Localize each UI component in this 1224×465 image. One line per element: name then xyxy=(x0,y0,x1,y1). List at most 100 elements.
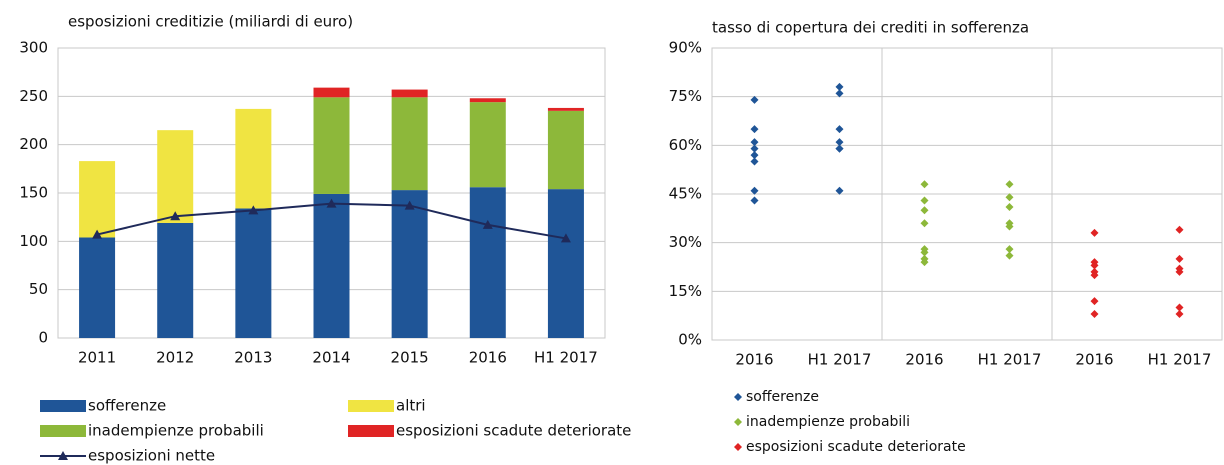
bar-segment xyxy=(469,102,506,188)
point xyxy=(1175,303,1184,312)
y-tick-label: 15% xyxy=(669,282,702,300)
bar-segment xyxy=(469,98,506,103)
point xyxy=(920,248,929,257)
point xyxy=(1175,254,1184,263)
bar-segment xyxy=(313,97,350,194)
bar-segment xyxy=(235,208,272,338)
point xyxy=(835,144,844,153)
legend-label: esposizioni nette xyxy=(88,447,215,465)
y-tick-label: 75% xyxy=(669,87,702,105)
x-tick-label: 2011 xyxy=(78,349,116,367)
legend-swatch xyxy=(58,451,68,460)
point xyxy=(1175,225,1184,234)
line-marker xyxy=(248,205,259,215)
x-tick-label: H1 2017 xyxy=(808,351,872,369)
point xyxy=(835,186,844,195)
line-marker xyxy=(326,198,337,208)
legend-label: sofferenze xyxy=(746,389,819,405)
point xyxy=(750,95,759,104)
point xyxy=(1005,222,1014,231)
point xyxy=(835,138,844,147)
point xyxy=(1005,202,1014,211)
legend-swatch xyxy=(40,400,86,412)
bar-segment xyxy=(157,130,194,223)
x-tick-label: 2012 xyxy=(156,349,194,367)
legend-swatch xyxy=(734,418,742,426)
point xyxy=(750,144,759,153)
bar-segment xyxy=(547,189,584,338)
legend-swatch xyxy=(348,425,394,437)
bar-segment xyxy=(391,97,428,191)
point xyxy=(1005,251,1014,260)
bar-segment xyxy=(547,107,584,111)
bar-segment xyxy=(313,193,350,338)
legend-label: esposizioni scadute deteriorate xyxy=(396,422,631,440)
x-tick-label: H1 2017 xyxy=(534,349,598,367)
legend-label: esposizioni scadute deteriorate xyxy=(746,439,966,455)
legend-swatch xyxy=(734,443,742,451)
legend-swatch xyxy=(348,400,394,412)
point xyxy=(835,89,844,98)
x-tick-label: H1 2017 xyxy=(978,351,1042,369)
bar-segment xyxy=(157,222,194,338)
x-tick-label: 2016 xyxy=(1075,351,1113,369)
legend-swatch xyxy=(40,425,86,437)
legend-label: inadempienze probabili xyxy=(746,414,910,430)
point xyxy=(920,206,929,215)
y-tick-label: 30% xyxy=(669,233,702,251)
legend-label: inadempienze probabili xyxy=(88,422,264,440)
plot-frame xyxy=(711,47,1223,341)
point xyxy=(750,186,759,195)
chart-title: tasso di copertura dei crediti in soffer… xyxy=(712,19,1029,37)
bar-segment xyxy=(391,190,428,338)
point xyxy=(920,180,929,189)
point xyxy=(1090,271,1099,280)
y-tick-label: 60% xyxy=(669,136,702,154)
legend-swatch xyxy=(734,393,742,401)
bar-segment xyxy=(235,108,272,209)
y-tick-label: 90% xyxy=(669,39,702,57)
point xyxy=(920,196,929,205)
point xyxy=(750,151,759,160)
bar-segment xyxy=(79,237,116,338)
point xyxy=(1090,297,1099,306)
point xyxy=(920,219,929,228)
y-tick-label: 300 xyxy=(19,39,48,57)
line-marker xyxy=(92,229,103,239)
legend-label: altri xyxy=(396,397,426,415)
legend-label: sofferenze xyxy=(88,397,166,415)
bar-segment xyxy=(313,87,350,98)
point xyxy=(1090,228,1099,237)
point xyxy=(750,157,759,166)
y-tick-label: 150 xyxy=(19,184,48,202)
point xyxy=(835,125,844,134)
y-tick-label: 0% xyxy=(678,331,702,349)
x-tick-label: 2015 xyxy=(391,349,429,367)
bar-segment xyxy=(79,161,116,238)
y-tick-label: 100 xyxy=(19,232,48,250)
point xyxy=(1175,310,1184,319)
y-tick-label: 45% xyxy=(669,185,702,203)
point xyxy=(1090,310,1099,319)
chart-title: esposizioni creditizie (miliardi di euro… xyxy=(68,13,353,31)
line-marker xyxy=(560,233,571,243)
x-tick-label: 2016 xyxy=(905,351,943,369)
line-marker xyxy=(404,200,415,210)
y-tick-label: 50 xyxy=(29,280,48,298)
line-marker xyxy=(170,211,181,221)
x-tick-label: 2016 xyxy=(469,349,507,367)
y-tick-label: 200 xyxy=(19,135,48,153)
bar-segment xyxy=(547,110,584,190)
point xyxy=(1090,261,1099,270)
point xyxy=(750,196,759,205)
bar-segment xyxy=(391,89,428,98)
point xyxy=(750,125,759,134)
y-tick-label: 250 xyxy=(19,87,48,105)
point xyxy=(1005,180,1014,189)
point xyxy=(1175,267,1184,276)
point xyxy=(1005,245,1014,254)
y-tick-label: 0 xyxy=(38,329,48,347)
point xyxy=(835,82,844,91)
x-tick-label: 2014 xyxy=(312,349,350,367)
x-tick-label: H1 2017 xyxy=(1148,351,1212,369)
